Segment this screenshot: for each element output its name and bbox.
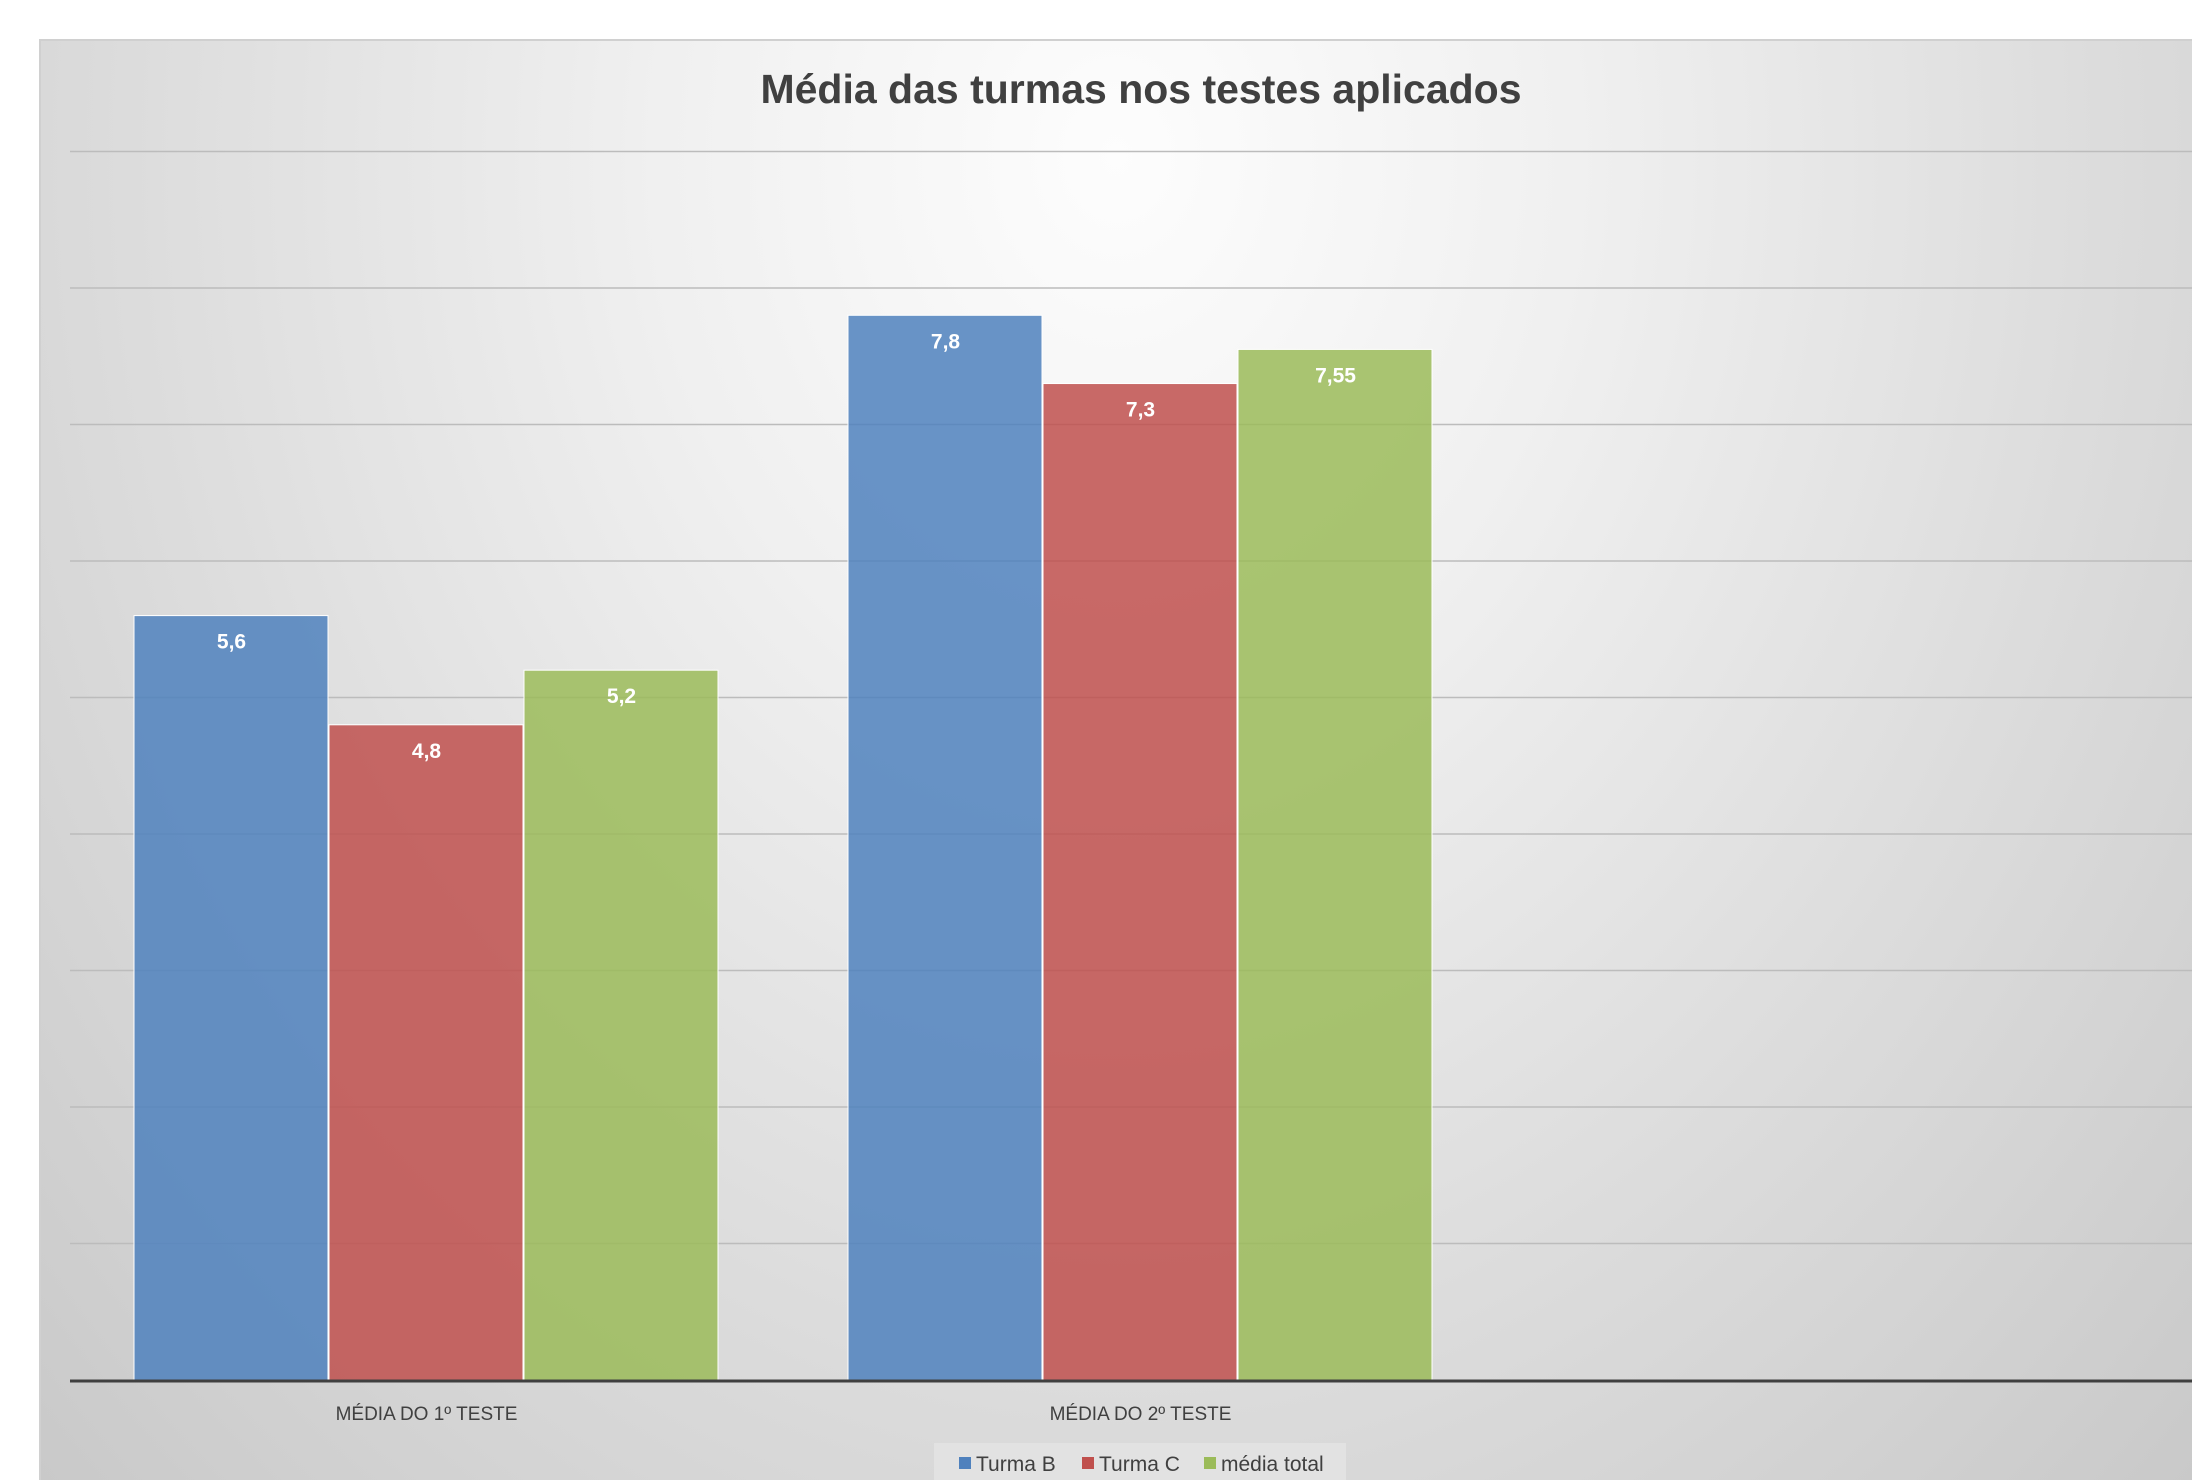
data-label: 7,3 [1126, 399, 1155, 422]
data-labels: 5,6 4,8 5,2 7,8 7,3 7,55 [217, 330, 1356, 763]
data-label: 5,2 [607, 685, 636, 708]
bar-média-total [523, 669, 719, 1381]
chart-title: Média das turmas nos testes aplicados [760, 66, 1521, 112]
data-label: 4,8 [412, 740, 442, 763]
legend-swatch [1204, 1457, 1216, 1469]
category-label: MÉDIA DO 2º TESTE [1050, 1404, 1232, 1425]
bar-turma-c [1042, 383, 1238, 1381]
bar-turma-b [847, 314, 1043, 1381]
data-label: 5,6 [217, 631, 246, 654]
legend-label: Turma B [976, 1453, 1056, 1476]
legend-background [934, 1443, 1346, 1480]
bar-média-total [1237, 348, 1433, 1381]
category-label: MÉDIA DO 1º TESTE [336, 1404, 518, 1425]
legend-swatch [1082, 1457, 1094, 1469]
data-label: 7,8 [931, 330, 961, 353]
bar-turma-b [133, 615, 329, 1381]
category-labels: MÉDIA DO 1º TESTE MÉDIA DO 2º TESTE [336, 1404, 1232, 1425]
data-label: 7,55 [1315, 364, 1356, 387]
legend: Turma B Turma C média total [934, 1443, 1346, 1480]
legend-label: média total [1221, 1453, 1324, 1476]
legend-label: Turma C [1099, 1453, 1180, 1476]
legend-swatch [959, 1457, 971, 1469]
bars [133, 314, 1433, 1381]
bar-turma-c [328, 724, 524, 1381]
